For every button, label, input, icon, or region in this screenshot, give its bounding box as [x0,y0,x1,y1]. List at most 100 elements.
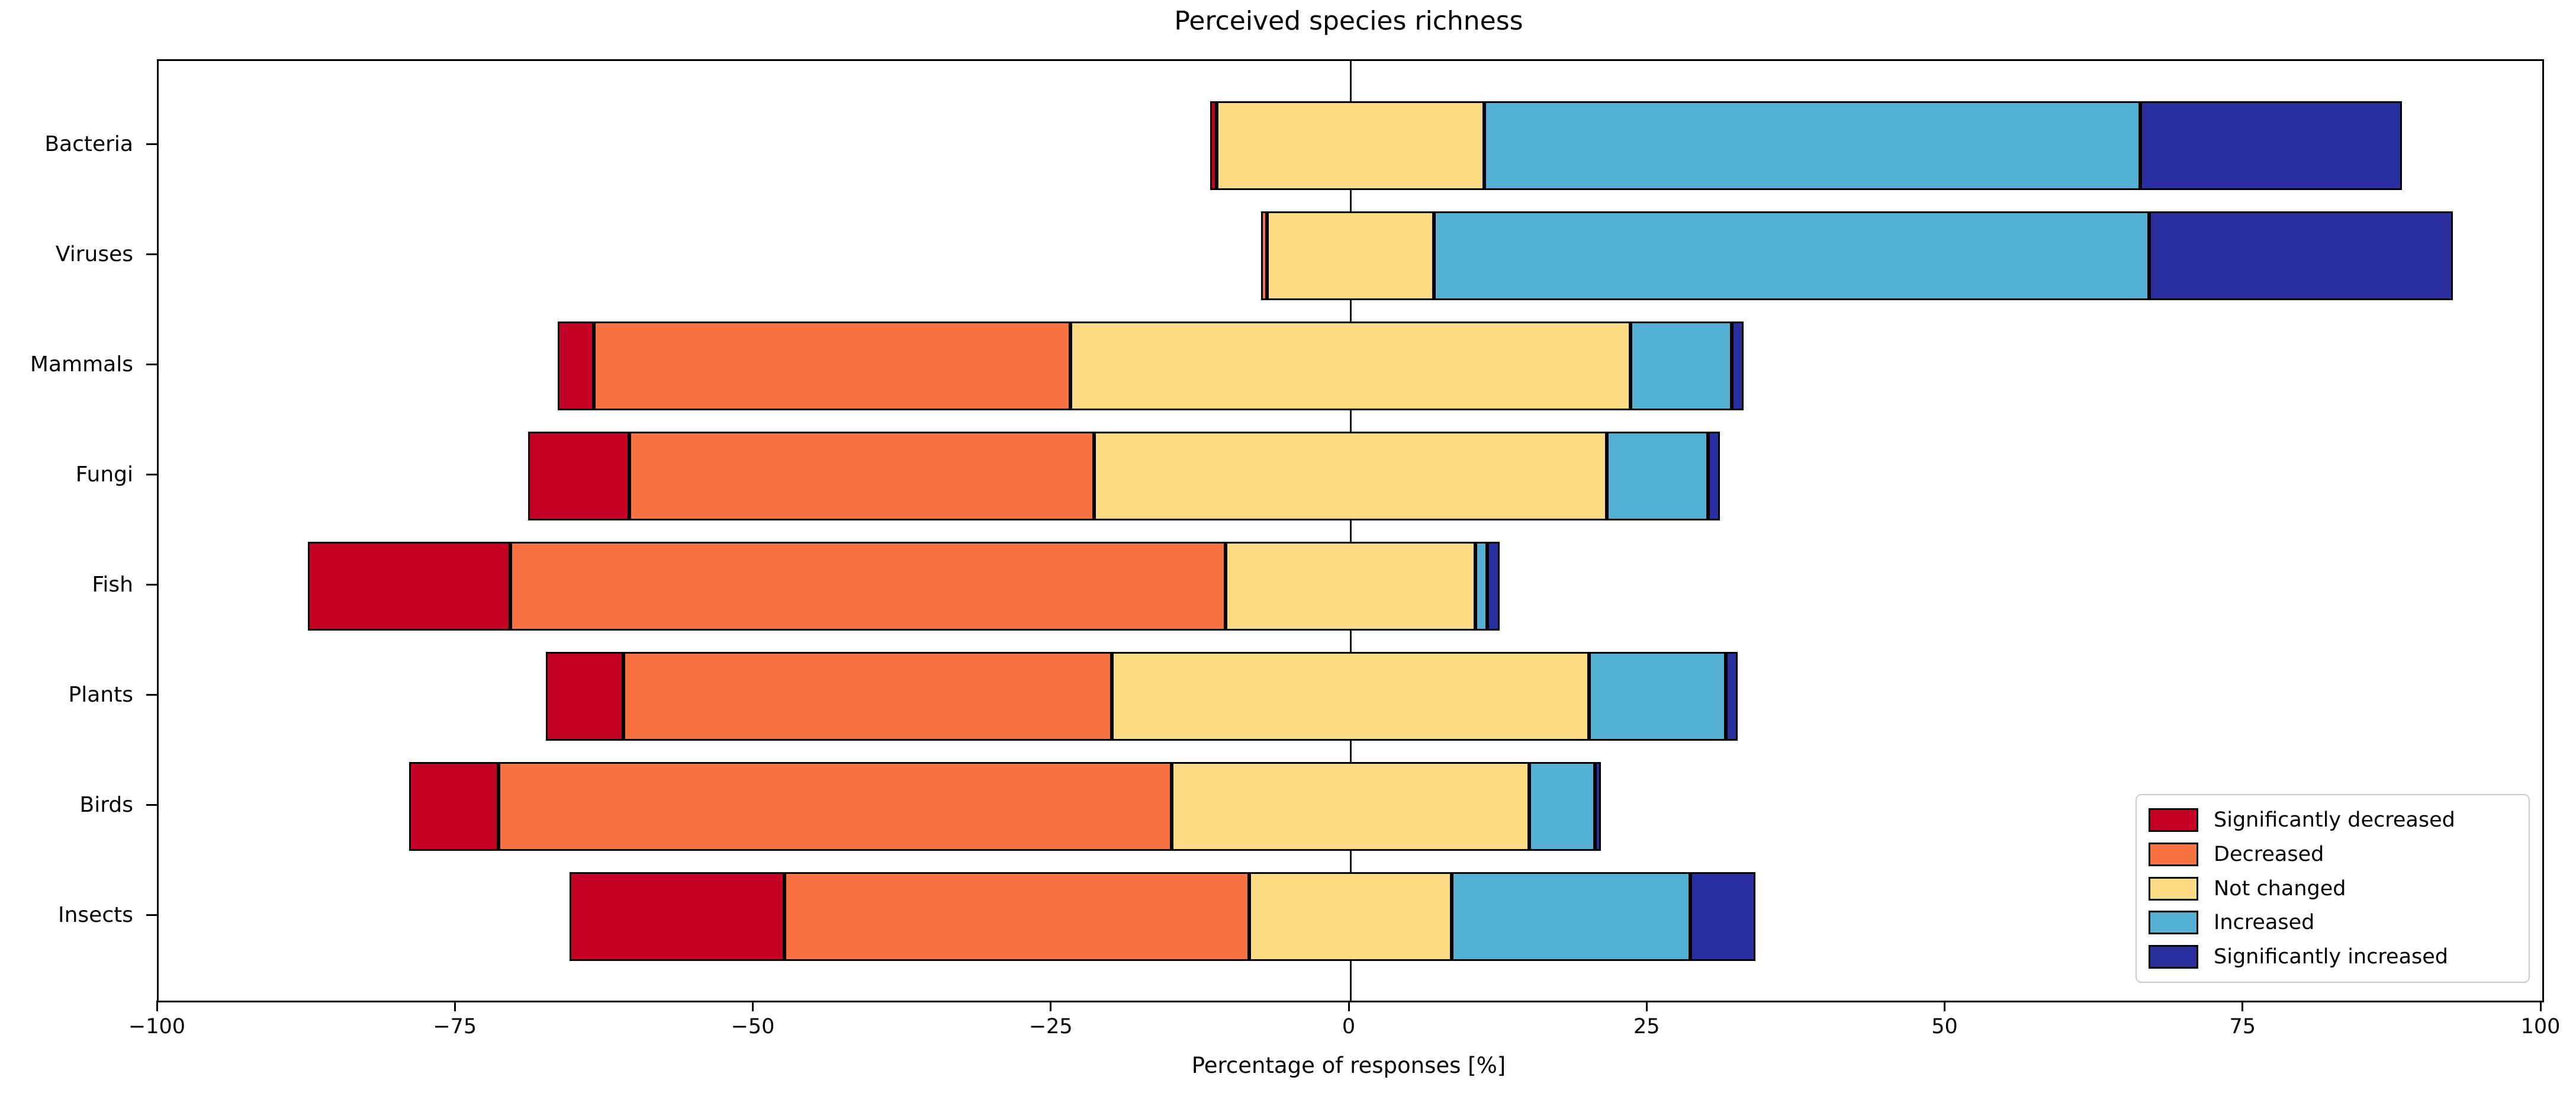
x-axis-tick-label: −100 [128,1015,186,1039]
bar-segment [1433,211,2149,300]
legend-item: Not changed [2149,873,2517,904]
plot-area [157,59,2544,1002]
bar-segment [1267,211,1434,300]
x-axis-tick [752,1001,754,1011]
bar-segment [1172,762,1529,851]
bar-segment [498,762,1172,851]
y-axis-category-label: Fish [92,572,133,597]
bar-segment [1475,542,1488,631]
bar-segment [1210,101,1217,190]
legend-item: Significantly decreased [2149,805,2517,835]
bar-segment [528,432,630,520]
bar-segment [546,652,624,741]
bar-segment [1594,762,1601,851]
x-axis-tick [1645,1001,1648,1011]
bar-segment [1225,542,1476,631]
legend-label: Significantly increased [2214,945,2449,969]
legend-item: Decreased [2149,839,2517,870]
y-axis-category-label: Fungi [75,462,133,487]
legend-swatch-icon [2149,911,2198,935]
x-axis-tick-label: 25 [1633,1015,1660,1039]
x-axis-tick-label: 75 [2229,1015,2256,1039]
bar-segment [1606,432,1708,520]
bar-segment [1630,322,1732,410]
bar-row [159,211,2542,300]
bar-segment [629,432,1095,520]
bar-segment [1690,872,1756,961]
bar-segment [1732,322,1744,410]
legend-swatch-icon [2149,808,2198,832]
x-axis-tick [2539,1001,2542,1011]
y-axis-category-label: Bacteria [44,131,133,156]
bar-segment [593,322,1070,410]
bar-segment [1452,872,1690,961]
y-axis-category-label: Insects [57,902,133,927]
x-axis-tick [1348,1001,1350,1011]
bar-segment [1261,211,1268,300]
bar-segment [1707,432,1720,520]
zero-axis-line [1349,61,1352,1001]
bar-segment [1070,322,1631,410]
y-axis-tick [146,143,157,145]
x-axis-tick [2241,1001,2244,1011]
x-axis-tick [1050,1001,1052,1011]
bar-row [159,432,2542,520]
bar-segment [570,872,784,961]
y-axis-tick [146,914,157,916]
bar-segment [1094,432,1607,520]
legend-label: Not changed [2214,876,2346,901]
legend-swatch-icon [2149,842,2198,866]
bar-segment [1249,872,1452,961]
y-axis-category-label: Plants [68,682,133,707]
bar-segment [510,542,1226,631]
bar-segment [1484,101,2140,190]
legend-swatch-icon [2149,876,2198,901]
bar-row [159,652,2542,741]
legend-swatch-icon [2149,945,2198,969]
bar-segment [307,542,510,631]
x-axis-tick-label: −75 [433,1015,477,1039]
y-axis-category-label: Mammals [30,352,133,377]
legend-label: Increased [2214,911,2315,935]
y-axis-tick [146,473,157,475]
y-axis-category-label: Birds [79,792,133,817]
chart-title: Perceived species richness [1174,6,1523,36]
bar-row [159,872,2542,961]
x-axis-label: Percentage of responses [%] [1191,1053,1506,1078]
x-axis-tick [454,1001,456,1011]
legend: Significantly decreased Decreased Not chan… [2136,794,2530,983]
bar-segment [1588,652,1726,741]
legend-item: Significantly increased [2149,941,2517,972]
bar-segment [784,872,1249,961]
bar-row [159,542,2542,631]
y-axis-tick [146,363,157,365]
x-axis-tick-label: −25 [1028,1015,1073,1039]
x-axis-tick-label: 0 [1342,1015,1356,1039]
y-axis-tick [146,253,157,255]
bar-row [159,322,2542,410]
bar-segment [1726,652,1738,741]
bar-segment [1112,652,1589,741]
bar-segment [1529,762,1595,851]
x-axis-tick-label: −50 [731,1015,775,1039]
x-axis-tick-label: 100 [2520,1015,2561,1039]
bar-segment [2149,211,2453,300]
y-axis-tick [146,583,157,586]
y-axis-tick [146,693,157,696]
bar-segment [1216,101,1485,190]
bar-row [159,101,2542,190]
bar-segment [409,762,499,851]
legend-label: Significantly decreased [2214,808,2455,832]
x-axis-tick [156,1001,158,1011]
x-axis-tick [1944,1001,1945,1011]
y-axis-category-label: Viruses [55,242,133,266]
bar-segment [2140,101,2403,190]
bar-row [159,762,2542,851]
legend-label: Decreased [2214,842,2324,866]
x-axis-tick-label: 50 [1931,1015,1958,1039]
y-axis-tick [146,803,157,806]
bar-segment [558,322,594,410]
legend-item: Increased [2149,907,2517,938]
bar-segment [1487,542,1500,631]
